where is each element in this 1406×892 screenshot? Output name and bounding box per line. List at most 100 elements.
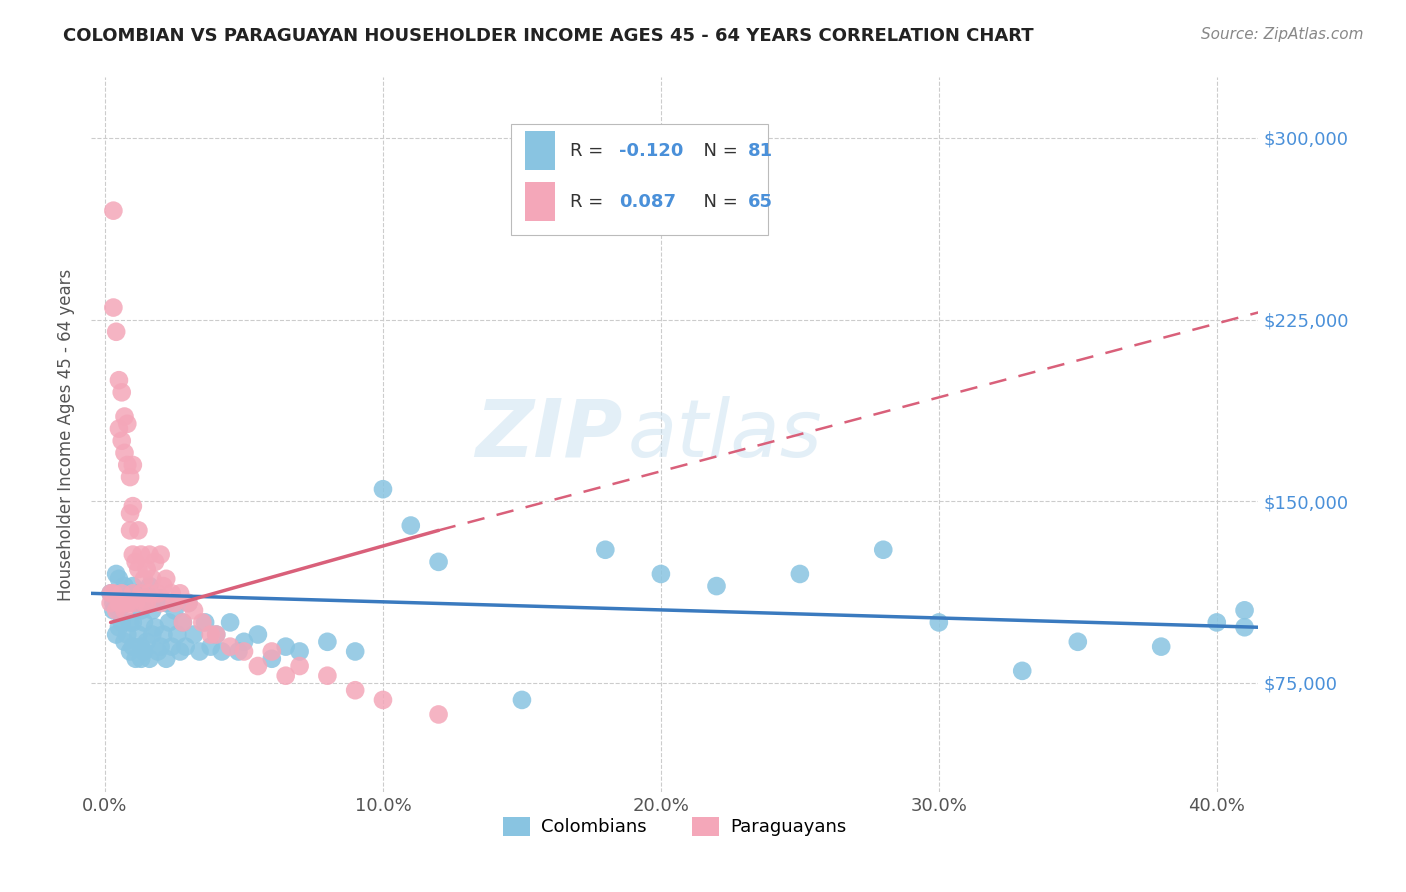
Point <box>183 627 205 641</box>
Point <box>172 615 194 630</box>
Point <box>274 669 297 683</box>
Point <box>121 640 143 654</box>
Text: 65: 65 <box>748 193 773 211</box>
Point <box>127 586 149 600</box>
Point <box>228 644 250 658</box>
Point <box>129 586 152 600</box>
Point <box>194 615 217 630</box>
Point <box>427 707 450 722</box>
Point <box>316 669 339 683</box>
Point <box>129 652 152 666</box>
Point <box>246 627 269 641</box>
Point <box>103 586 125 600</box>
Point <box>246 659 269 673</box>
Text: 81: 81 <box>748 142 773 160</box>
Point <box>706 579 728 593</box>
Point <box>157 615 180 630</box>
Point <box>344 644 367 658</box>
Point <box>120 470 142 484</box>
Point <box>120 507 142 521</box>
Point <box>928 615 950 630</box>
Legend: Colombians, Paraguayans: Colombians, Paraguayans <box>496 810 853 844</box>
Point <box>152 579 174 593</box>
Point <box>111 385 134 400</box>
Point <box>200 627 222 641</box>
Point <box>274 640 297 654</box>
Y-axis label: Householder Income Ages 45 - 64 years: Householder Income Ages 45 - 64 years <box>58 268 75 601</box>
Text: Source: ZipAtlas.com: Source: ZipAtlas.com <box>1201 27 1364 42</box>
Point <box>135 596 157 610</box>
Point <box>188 644 211 658</box>
Text: ZIP: ZIP <box>475 396 623 474</box>
Point <box>117 417 139 431</box>
Point <box>191 615 214 630</box>
Point <box>124 596 146 610</box>
Point <box>789 566 811 581</box>
Point <box>108 572 131 586</box>
FancyBboxPatch shape <box>512 124 768 235</box>
FancyBboxPatch shape <box>526 182 554 221</box>
Point <box>138 586 160 600</box>
Point <box>129 603 152 617</box>
Point <box>143 620 166 634</box>
Point <box>211 644 233 658</box>
Point <box>103 603 125 617</box>
Text: -0.120: -0.120 <box>619 142 683 160</box>
Point <box>120 596 142 610</box>
Point <box>427 555 450 569</box>
Point <box>105 566 128 581</box>
Point <box>169 586 191 600</box>
Point <box>103 301 125 315</box>
Point <box>129 640 152 654</box>
Point <box>155 572 177 586</box>
Point <box>260 644 283 658</box>
Text: R =: R = <box>569 142 609 160</box>
Point <box>117 596 139 610</box>
Point <box>108 603 131 617</box>
Point <box>105 627 128 641</box>
Text: 0.087: 0.087 <box>619 193 676 211</box>
Point <box>595 542 617 557</box>
Point <box>121 499 143 513</box>
Point <box>172 615 194 630</box>
Point <box>124 596 146 610</box>
Text: N =: N = <box>692 142 744 160</box>
Point <box>124 652 146 666</box>
Text: COLOMBIAN VS PARAGUAYAN HOUSEHOLDER INCOME AGES 45 - 64 YEARS CORRELATION CHART: COLOMBIAN VS PARAGUAYAN HOUSEHOLDER INCO… <box>63 27 1033 45</box>
Point <box>288 644 311 658</box>
Point <box>155 652 177 666</box>
Point <box>103 596 125 610</box>
Point <box>141 603 163 617</box>
Point <box>114 446 136 460</box>
Point <box>219 640 242 654</box>
Text: R =: R = <box>569 193 609 211</box>
Point <box>127 524 149 538</box>
Point <box>141 572 163 586</box>
Point <box>160 586 183 600</box>
Point <box>371 482 394 496</box>
Point <box>138 579 160 593</box>
Point <box>127 562 149 576</box>
Point <box>114 603 136 617</box>
Point <box>160 640 183 654</box>
Point <box>135 635 157 649</box>
Point <box>344 683 367 698</box>
Point <box>121 548 143 562</box>
Point <box>121 458 143 472</box>
Point <box>117 627 139 641</box>
Point <box>121 586 143 600</box>
Point <box>117 596 139 610</box>
Point <box>205 627 228 641</box>
Text: N =: N = <box>692 193 744 211</box>
Point <box>121 579 143 593</box>
Point <box>141 627 163 641</box>
Point <box>120 644 142 658</box>
Point <box>149 591 172 606</box>
Point <box>129 548 152 562</box>
Point <box>120 524 142 538</box>
Point <box>233 644 256 658</box>
Point <box>1233 603 1256 617</box>
Point <box>219 615 242 630</box>
Point <box>1205 615 1227 630</box>
Point <box>288 659 311 673</box>
